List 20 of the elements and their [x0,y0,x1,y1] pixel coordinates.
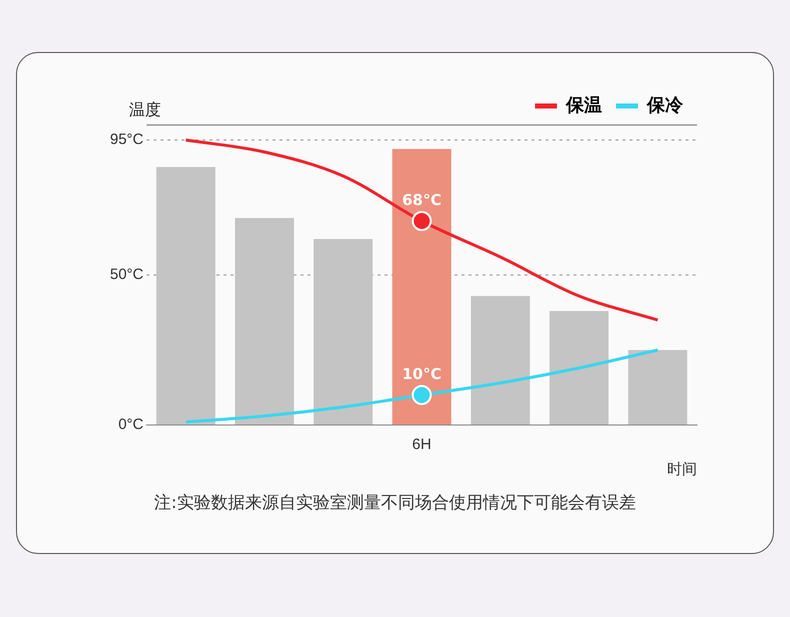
bar [392,149,452,424]
x-tick-label: 6H [412,436,432,454]
bar [628,350,688,424]
bar [156,167,216,424]
bar [234,218,294,424]
bar [550,311,609,424]
data-label: 10°C [402,364,442,383]
bar [470,296,530,424]
text: 注:实验数据来源自实验室测量不同场合使用情况下可能会有误差 [153,492,637,514]
y-tick-label: 95°C [110,131,144,148]
x-axis-title: 时间 [667,461,697,478]
line-series [184,138,660,322]
y-tick-label: 0°C [118,416,144,434]
legend-label: 保温 [565,94,602,115]
bar [314,239,373,424]
line-series [184,348,660,424]
y-tick-label: 50°C [110,266,144,284]
legend-label: 保冷 [646,94,684,115]
data-label: 68°C [402,190,442,209]
y-axis-title: 温度 [129,100,161,120]
